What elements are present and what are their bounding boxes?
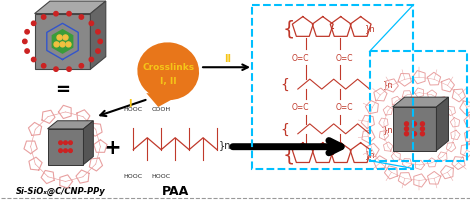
Circle shape xyxy=(98,40,102,44)
Circle shape xyxy=(59,149,62,153)
Circle shape xyxy=(41,64,46,69)
Circle shape xyxy=(67,68,71,72)
Text: I, II: I, II xyxy=(160,76,177,85)
Circle shape xyxy=(54,43,59,48)
Circle shape xyxy=(64,149,67,153)
Circle shape xyxy=(413,132,416,136)
Text: }n: }n xyxy=(382,80,393,89)
Text: =: = xyxy=(55,81,70,99)
Polygon shape xyxy=(52,30,73,55)
Circle shape xyxy=(57,36,62,41)
Circle shape xyxy=(25,30,29,35)
Text: II: II xyxy=(224,54,231,64)
Circle shape xyxy=(421,132,424,136)
Polygon shape xyxy=(146,94,178,108)
Circle shape xyxy=(59,141,62,145)
Circle shape xyxy=(405,127,408,131)
Circle shape xyxy=(25,50,29,54)
Circle shape xyxy=(54,12,58,17)
Polygon shape xyxy=(34,14,90,70)
Circle shape xyxy=(405,132,408,136)
Circle shape xyxy=(79,16,83,20)
Text: }n: }n xyxy=(365,149,375,158)
Text: +: + xyxy=(104,137,121,157)
Circle shape xyxy=(421,122,424,126)
Text: O=C: O=C xyxy=(336,53,353,62)
Polygon shape xyxy=(392,108,437,151)
Circle shape xyxy=(54,68,58,72)
Text: Crosslinks: Crosslinks xyxy=(142,62,194,71)
Circle shape xyxy=(64,141,67,145)
Polygon shape xyxy=(48,121,93,129)
Text: PAA: PAA xyxy=(162,184,189,197)
Circle shape xyxy=(66,43,71,48)
Polygon shape xyxy=(48,129,83,165)
Circle shape xyxy=(67,12,71,17)
Circle shape xyxy=(69,149,72,153)
Circle shape xyxy=(421,127,424,131)
Text: HOOC: HOOC xyxy=(152,174,171,179)
Circle shape xyxy=(60,43,65,48)
Circle shape xyxy=(69,141,72,145)
Text: {: { xyxy=(283,144,295,163)
Text: {: { xyxy=(280,122,289,136)
Circle shape xyxy=(32,22,36,26)
Ellipse shape xyxy=(138,43,199,101)
Text: O=C: O=C xyxy=(336,103,353,112)
Text: Si-SiOₓ@C/CNP-PPy: Si-SiOₓ@C/CNP-PPy xyxy=(16,186,106,195)
Text: }n: }n xyxy=(219,139,232,149)
Circle shape xyxy=(79,64,83,69)
Text: }n: }n xyxy=(365,24,375,33)
Text: O=C: O=C xyxy=(292,103,309,112)
Circle shape xyxy=(23,40,27,44)
Polygon shape xyxy=(90,2,106,70)
Polygon shape xyxy=(437,98,448,151)
Text: {: { xyxy=(283,19,295,38)
Circle shape xyxy=(96,30,100,35)
Circle shape xyxy=(96,50,100,54)
Text: }n: }n xyxy=(382,125,393,134)
Circle shape xyxy=(89,22,94,26)
Circle shape xyxy=(89,58,94,62)
Text: O=C: O=C xyxy=(292,53,309,62)
Polygon shape xyxy=(34,2,106,14)
Circle shape xyxy=(413,122,416,126)
Text: I: I xyxy=(128,99,132,109)
Text: HOOC: HOOC xyxy=(124,106,143,111)
Text: HOOC: HOOC xyxy=(124,174,143,179)
Circle shape xyxy=(32,58,36,62)
Circle shape xyxy=(41,16,46,20)
Polygon shape xyxy=(392,98,448,108)
Polygon shape xyxy=(83,121,93,165)
Text: COOH: COOH xyxy=(152,106,171,111)
Circle shape xyxy=(63,36,68,41)
Text: {: { xyxy=(280,78,289,92)
Circle shape xyxy=(405,122,408,126)
